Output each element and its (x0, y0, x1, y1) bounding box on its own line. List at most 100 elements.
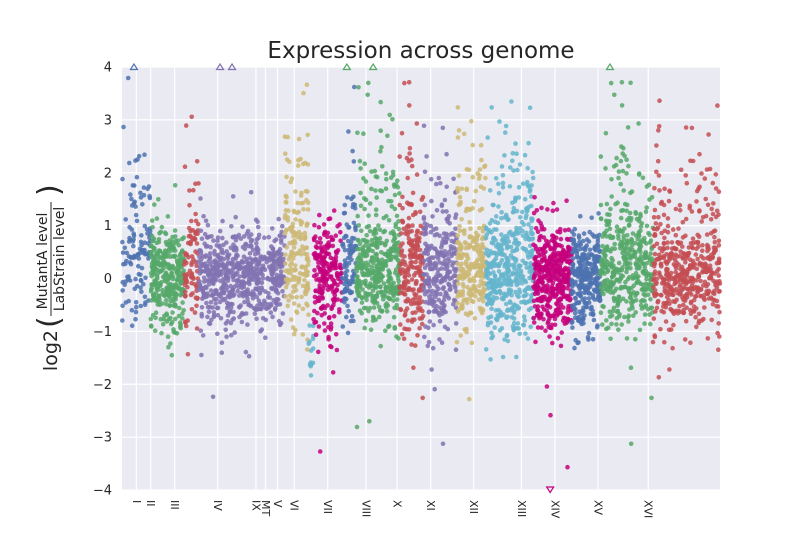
data-point (505, 256, 510, 261)
data-point (427, 278, 432, 283)
data-point (613, 202, 618, 207)
data-point (361, 176, 366, 181)
data-point (384, 186, 389, 191)
data-point (350, 314, 355, 319)
data-point (458, 229, 463, 234)
data-point (514, 278, 519, 283)
data-point (378, 188, 383, 193)
data-point (343, 276, 348, 281)
data-point (183, 290, 188, 295)
data-point (141, 248, 146, 253)
data-point (204, 265, 209, 270)
data-point (628, 295, 633, 300)
data-point (356, 238, 361, 243)
data-point (470, 143, 475, 148)
data-point (317, 225, 322, 230)
data-point (683, 173, 688, 178)
data-point (256, 225, 261, 230)
data-point (411, 365, 416, 370)
data-point (709, 217, 714, 222)
data-point (333, 289, 338, 294)
data-point (431, 323, 436, 328)
data-point (599, 217, 604, 222)
data-point (320, 261, 325, 266)
data-point (326, 264, 331, 269)
data-point (615, 277, 620, 282)
data-point (480, 242, 485, 247)
data-point (681, 235, 686, 240)
data-point (577, 284, 582, 289)
data-point (658, 222, 663, 227)
data-point (423, 221, 428, 226)
data-point (226, 279, 231, 284)
data-point (362, 196, 367, 201)
data-point (662, 187, 667, 192)
data-point (648, 297, 653, 302)
data-point (254, 316, 259, 321)
data-point (457, 224, 462, 229)
data-point (530, 170, 535, 175)
data-point (594, 271, 599, 276)
data-point (386, 199, 391, 204)
data-point (512, 316, 517, 321)
data-point (544, 289, 549, 294)
data-point (392, 184, 397, 189)
data-point (392, 325, 397, 330)
data-point (586, 335, 591, 340)
data-point (547, 298, 552, 303)
data-point (329, 345, 334, 350)
data-point (360, 300, 365, 305)
data-point (249, 271, 254, 276)
data-point (551, 201, 556, 206)
data-point (616, 327, 621, 332)
data-point (664, 319, 669, 324)
data-point (357, 223, 362, 228)
data-point (456, 282, 461, 287)
data-point (219, 250, 224, 255)
data-point (120, 177, 125, 182)
data-point (513, 272, 518, 277)
data-point (209, 272, 214, 277)
data-point (592, 318, 597, 323)
data-point (636, 265, 641, 270)
data-point (518, 264, 523, 269)
data-point (264, 307, 269, 312)
data-point (489, 314, 494, 319)
data-point (364, 239, 369, 244)
data-point (699, 254, 704, 259)
data-point (576, 318, 581, 323)
data-point (570, 230, 575, 235)
data-point (276, 217, 281, 222)
data-point (533, 292, 538, 297)
data-point (229, 305, 234, 310)
data-point (705, 256, 710, 261)
data-point (301, 207, 306, 212)
data-point (231, 194, 236, 199)
data-point (711, 302, 716, 307)
data-point (540, 227, 545, 232)
data-point (191, 237, 196, 242)
data-point (628, 261, 633, 266)
data-point (295, 211, 300, 216)
data-point (190, 291, 195, 296)
data-point (247, 354, 252, 359)
data-point (323, 328, 328, 333)
data-point (415, 229, 420, 234)
data-point (455, 301, 460, 306)
data-point (478, 208, 483, 213)
data-point (488, 292, 493, 297)
data-point (410, 277, 415, 282)
data-point (454, 212, 459, 217)
data-point (167, 317, 172, 322)
data-point (588, 248, 593, 253)
data-point (656, 299, 661, 304)
data-point (621, 169, 626, 174)
data-point (248, 256, 253, 261)
data-point (479, 274, 484, 279)
data-point (332, 314, 337, 319)
data-point (620, 251, 625, 256)
data-point (380, 164, 385, 169)
data-point (444, 209, 449, 214)
data-point (458, 200, 463, 205)
data-point (343, 297, 348, 302)
